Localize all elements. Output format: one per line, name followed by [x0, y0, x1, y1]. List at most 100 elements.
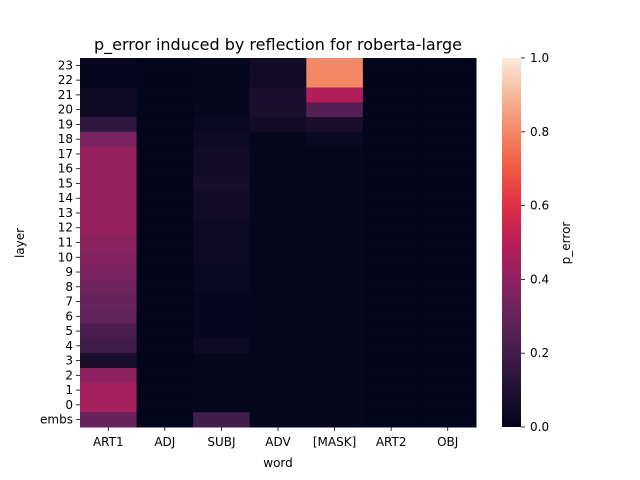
heatmap-cell [136, 279, 194, 295]
heatmap-cell [249, 353, 307, 369]
heatmap-cell [193, 249, 251, 266]
heatmap-cell [306, 131, 364, 148]
heatmap-cell [249, 308, 307, 325]
heatmap-cell [193, 367, 251, 384]
heatmap-cell [362, 249, 420, 266]
heatmap-cell [193, 176, 251, 192]
y-tick-label: 21 [58, 88, 73, 102]
heatmap-cell [362, 117, 420, 133]
heatmap-cell [362, 279, 420, 295]
heatmap-cell [80, 279, 138, 295]
heatmap-cell [136, 412, 194, 428]
y-tick-label: embs [40, 413, 73, 427]
heatmap-cell [306, 146, 364, 162]
heatmap-cell [419, 190, 477, 207]
heatmap-cell [136, 176, 194, 192]
x-tick-label: OBJ [437, 435, 458, 449]
heatmap-cell [80, 264, 138, 280]
heatmap-cell [193, 161, 251, 177]
heatmap-cell [80, 146, 138, 162]
heatmap-cell [249, 58, 307, 74]
y-tick-label: 5 [65, 324, 73, 338]
heatmap-cell [249, 87, 307, 103]
heatmap-cell [80, 205, 138, 221]
heatmap-cell [306, 279, 364, 295]
heatmap-cell [419, 176, 477, 192]
heatmap-cell [80, 235, 138, 251]
colorbar-tick-label: 0.0 [530, 420, 549, 434]
chart-title: p_error induced by reflection for robert… [94, 35, 462, 55]
heatmap-cell [419, 412, 477, 428]
heatmap-cell [193, 190, 251, 207]
heatmap-cell [80, 161, 138, 177]
heatmap-cell [306, 397, 364, 413]
heatmap-cell [362, 294, 420, 310]
y-tick-label: 22 [58, 73, 73, 87]
heatmap-cell [136, 353, 194, 369]
heatmap-cell [193, 220, 251, 236]
y-tick-label: 13 [58, 206, 73, 220]
heatmap-cell [419, 58, 477, 74]
heatmap-cell [419, 294, 477, 310]
y-tick-label: 3 [65, 354, 73, 368]
heatmap-cell [136, 382, 194, 398]
heatmap-cell [362, 205, 420, 221]
heatmap-cell [80, 308, 138, 325]
heatmap-cell [306, 87, 364, 103]
heatmap-cell [419, 72, 477, 89]
heatmap-cell [136, 102, 194, 118]
x-tick-label: ART1 [93, 435, 124, 449]
heatmap-cell [136, 58, 194, 74]
heatmap-cell [362, 72, 420, 89]
heatmap-cell [136, 338, 194, 354]
heatmap-cell [419, 131, 477, 148]
heatmap-cell [362, 176, 420, 192]
heatmap-cell [136, 397, 194, 413]
heatmap-cell [362, 131, 420, 148]
heatmap-cell [193, 323, 251, 339]
heatmap-cell [306, 176, 364, 192]
heatmap-cell [362, 87, 420, 103]
heatmap-cell [306, 117, 364, 133]
colorbar-tick-label: 0.4 [530, 272, 549, 286]
heatmap-cell [136, 249, 194, 266]
heatmap-cell [362, 308, 420, 325]
heatmap-cell [362, 235, 420, 251]
heatmap-cell [419, 367, 477, 384]
heatmap-cell [249, 161, 307, 177]
heatmap-cell [306, 308, 364, 325]
heatmap-cell [193, 308, 251, 325]
heatmap-cell [80, 367, 138, 384]
heatmap-cell [80, 72, 138, 89]
y-tick-label: 19 [58, 117, 73, 131]
colorbar [502, 58, 521, 427]
heatmap-cell [249, 323, 307, 339]
heatmap-cell [306, 353, 364, 369]
heatmap-cell [80, 294, 138, 310]
heatmap-cell [249, 264, 307, 280]
heatmap-cell [249, 338, 307, 354]
heatmap-cell [193, 412, 251, 428]
heatmap-cell [419, 264, 477, 280]
heatmap-cell [136, 235, 194, 251]
colorbar-tick-label: 0.2 [530, 346, 549, 360]
heatmap-cell [306, 249, 364, 266]
y-tick-label: 23 [58, 58, 73, 72]
heatmap-cell [136, 146, 194, 162]
heatmap-cell [193, 279, 251, 295]
heatmap-cell [193, 131, 251, 148]
heatmap-cell [362, 412, 420, 428]
colorbar-tick-label: 0.6 [530, 199, 549, 213]
heatmap-cell [80, 412, 138, 428]
heatmap-cell [362, 338, 420, 354]
heatmap-cell [249, 176, 307, 192]
heatmap-cell [362, 190, 420, 207]
heatmap-cell [249, 412, 307, 428]
heatmap-cell [136, 190, 194, 207]
heatmap-cell [80, 102, 138, 118]
heatmap-cell [249, 367, 307, 384]
heatmap-cell [419, 308, 477, 325]
y-tick-label: 11 [58, 236, 73, 250]
y-tick-label: 15 [58, 176, 73, 190]
heatmap-cell [419, 117, 477, 133]
